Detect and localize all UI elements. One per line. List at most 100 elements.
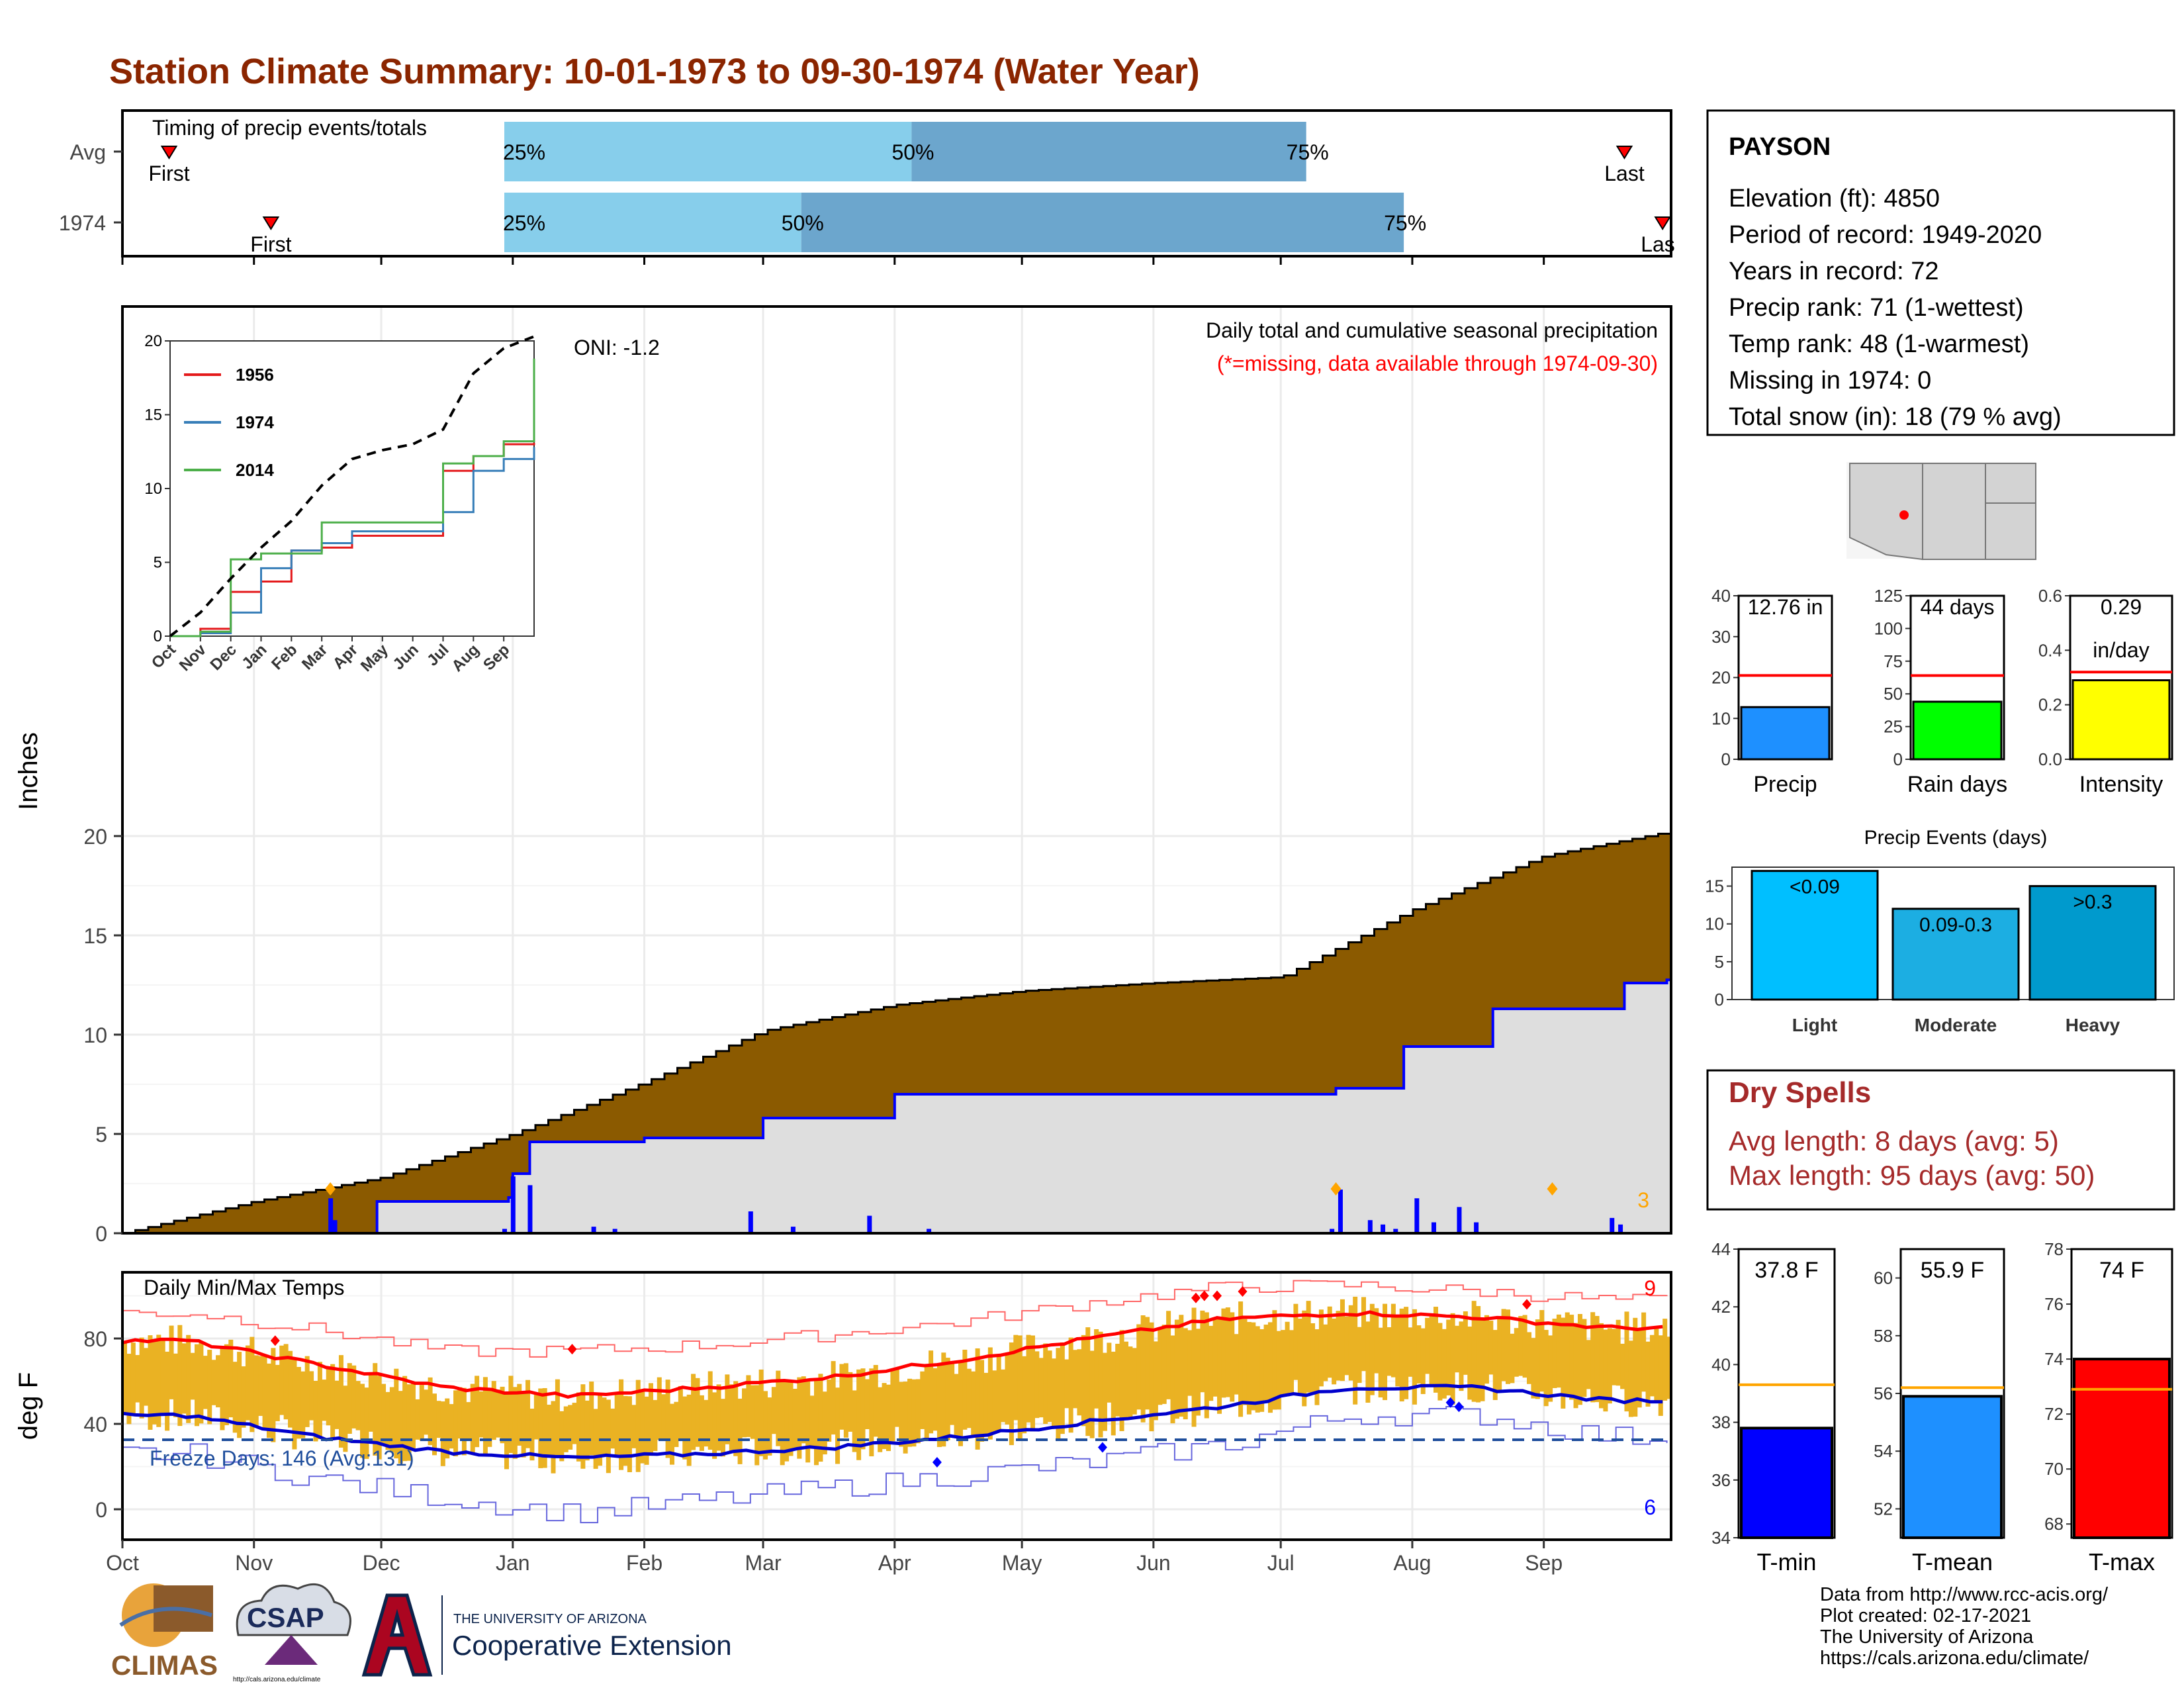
daily-temp-bar bbox=[250, 1336, 255, 1432]
daily-temp-bar bbox=[300, 1371, 306, 1438]
precip-panel-frame bbox=[121, 305, 1672, 1235]
daily-temp-bar bbox=[1094, 1329, 1099, 1409]
station-info-frame bbox=[1706, 109, 2175, 436]
daily-temp-bar bbox=[482, 1377, 488, 1457]
location-map bbox=[1846, 462, 2036, 561]
daily-temp-bar bbox=[1318, 1309, 1324, 1387]
last-event-marker bbox=[1654, 216, 1671, 230]
daily-temp-bar bbox=[746, 1375, 751, 1437]
timing-bar-early bbox=[504, 193, 801, 252]
daily-temp-bar bbox=[177, 1325, 183, 1427]
daily-temp-bar bbox=[1123, 1341, 1128, 1419]
daily-temp-bar bbox=[1467, 1326, 1473, 1400]
daily-temp-bar bbox=[436, 1401, 441, 1438]
daily-temp-bar bbox=[1038, 1358, 1044, 1418]
daily-temp-bar bbox=[457, 1387, 463, 1439]
daily-temp-bar bbox=[929, 1350, 934, 1434]
daily-temp-bar bbox=[470, 1383, 475, 1454]
daily-temp-bar bbox=[1246, 1322, 1251, 1415]
inset-series-line bbox=[170, 358, 535, 637]
daily-temp-bar bbox=[996, 1355, 1001, 1431]
daily-temp-bar bbox=[1416, 1325, 1422, 1383]
daily-temp-bar bbox=[1161, 1325, 1167, 1404]
daily-temp-bar bbox=[440, 1401, 445, 1466]
daily-temp-bar bbox=[678, 1385, 683, 1439]
daily-temp-bar bbox=[860, 1368, 866, 1450]
daily-temp-bar bbox=[152, 1340, 157, 1425]
summary-mini-charts: 0 10 20 30 40 12.76 in Precip 0 25 50 75 100 125 44 d… bbox=[1711, 586, 2173, 797]
daily-temp-bar bbox=[1586, 1340, 1591, 1389]
daily-temp-bar bbox=[1081, 1335, 1086, 1427]
daily-temp-bar bbox=[1365, 1321, 1371, 1403]
daily-temp-bar bbox=[478, 1391, 484, 1438]
mini-value-label: 0.29 bbox=[2101, 595, 2142, 619]
daily-temp-bar bbox=[271, 1348, 276, 1442]
daily-precip-bar bbox=[591, 1227, 596, 1233]
freeze-days-label: Freeze Days: 146 (Avg:131) bbox=[150, 1446, 414, 1470]
hot-count-label: 9 bbox=[1644, 1276, 1656, 1300]
mini-y-tick-label: 25 bbox=[1884, 717, 1903, 737]
daily-temp-bar bbox=[1607, 1328, 1612, 1404]
daily-temp-bar bbox=[326, 1368, 331, 1426]
temp-summary-value: 55.9 F bbox=[1921, 1258, 1984, 1283]
timing-p25-label: 25% bbox=[503, 140, 545, 164]
daily-temp-bar bbox=[758, 1369, 764, 1456]
daily-temp-bar bbox=[682, 1396, 688, 1460]
daily-temp-bar bbox=[563, 1406, 569, 1452]
daily-temp-bar bbox=[173, 1353, 178, 1417]
daily-temp-bar bbox=[1085, 1327, 1091, 1436]
last-event-marker bbox=[1615, 146, 1633, 160]
daily-temp-bar bbox=[1195, 1329, 1201, 1416]
daily-temp-bar bbox=[1450, 1313, 1455, 1405]
temp-summary-charts: 34 36 38 40 42 44 37.8 F T-min 52 54 56 58 60 55.9 F T… bbox=[1711, 1239, 2173, 1575]
daily-temp-bar bbox=[1497, 1318, 1502, 1393]
temp-summary-y-tick-label: 38 bbox=[1711, 1413, 1731, 1432]
daily-temp-bar bbox=[1624, 1311, 1629, 1412]
temp-record-marker bbox=[270, 1335, 280, 1346]
daily-precip-bar bbox=[748, 1211, 753, 1233]
daily-temp-bar bbox=[627, 1396, 632, 1472]
daily-temp-bar bbox=[1599, 1323, 1604, 1409]
daily-temp-bar bbox=[381, 1383, 387, 1445]
daily-temp-bar bbox=[839, 1364, 844, 1430]
daily-temp-bar bbox=[385, 1391, 390, 1450]
daily-precip-bar bbox=[1618, 1224, 1623, 1233]
precip-markers bbox=[325, 1182, 1558, 1196]
daily-temp-bar bbox=[572, 1403, 577, 1444]
daily-temp-bar bbox=[1666, 1336, 1671, 1399]
daily-temp-bar bbox=[809, 1395, 815, 1449]
daily-temp-bar bbox=[945, 1358, 950, 1440]
daily-temp-bar bbox=[589, 1382, 594, 1456]
temp-record-marker bbox=[1199, 1290, 1209, 1301]
daily-temp-bars bbox=[122, 1296, 1671, 1474]
daily-temp-bar bbox=[767, 1397, 772, 1456]
daily-temp-bar bbox=[334, 1380, 340, 1429]
credits: Data from http://www.rcc-acis.org/ Plot … bbox=[1820, 1584, 2109, 1669]
daily-temp-bar bbox=[665, 1380, 670, 1458]
credit-line: Data from http://www.rcc-acis.org/ bbox=[1820, 1584, 2109, 1605]
daily-temp-bar bbox=[1107, 1342, 1112, 1403]
temp-summary-bar bbox=[1740, 1427, 1833, 1540]
daily-precip-bar bbox=[1330, 1229, 1335, 1233]
month-x-axis: Oct Nov Dec Jan Feb Mar Apr May Jun Jul Aug Sep bbox=[106, 1540, 1563, 1575]
inset-legend-label: 1974 bbox=[236, 412, 274, 432]
inset-average-line bbox=[169, 335, 535, 637]
inset-y-tick-label: 10 bbox=[144, 480, 162, 498]
daily-temp-bar bbox=[491, 1381, 496, 1440]
daily-temp-bar bbox=[771, 1387, 776, 1434]
daily-temp-bar bbox=[873, 1365, 878, 1437]
daily-precip-bar bbox=[927, 1229, 932, 1233]
daily-precip-bar bbox=[527, 1185, 533, 1233]
daily-temp-bar bbox=[1166, 1311, 1171, 1399]
temp-y-tick-label: 0 bbox=[95, 1498, 107, 1522]
timing-p75-label: 75% bbox=[1287, 140, 1329, 164]
daily-temp-bar bbox=[1115, 1344, 1120, 1417]
daily-temp-bar bbox=[602, 1397, 607, 1457]
daily-temp-bar bbox=[512, 1387, 518, 1459]
daily-temp-bar bbox=[1594, 1315, 1600, 1403]
daily-temp-bar bbox=[610, 1408, 615, 1449]
page-title: Station Climate Summary: 10-01-1973 to 0… bbox=[109, 52, 1200, 91]
daily-temp-bar bbox=[704, 1399, 709, 1447]
temp-summary-label: T-max bbox=[2089, 1548, 2155, 1575]
daily-temp-bar bbox=[398, 1391, 403, 1464]
